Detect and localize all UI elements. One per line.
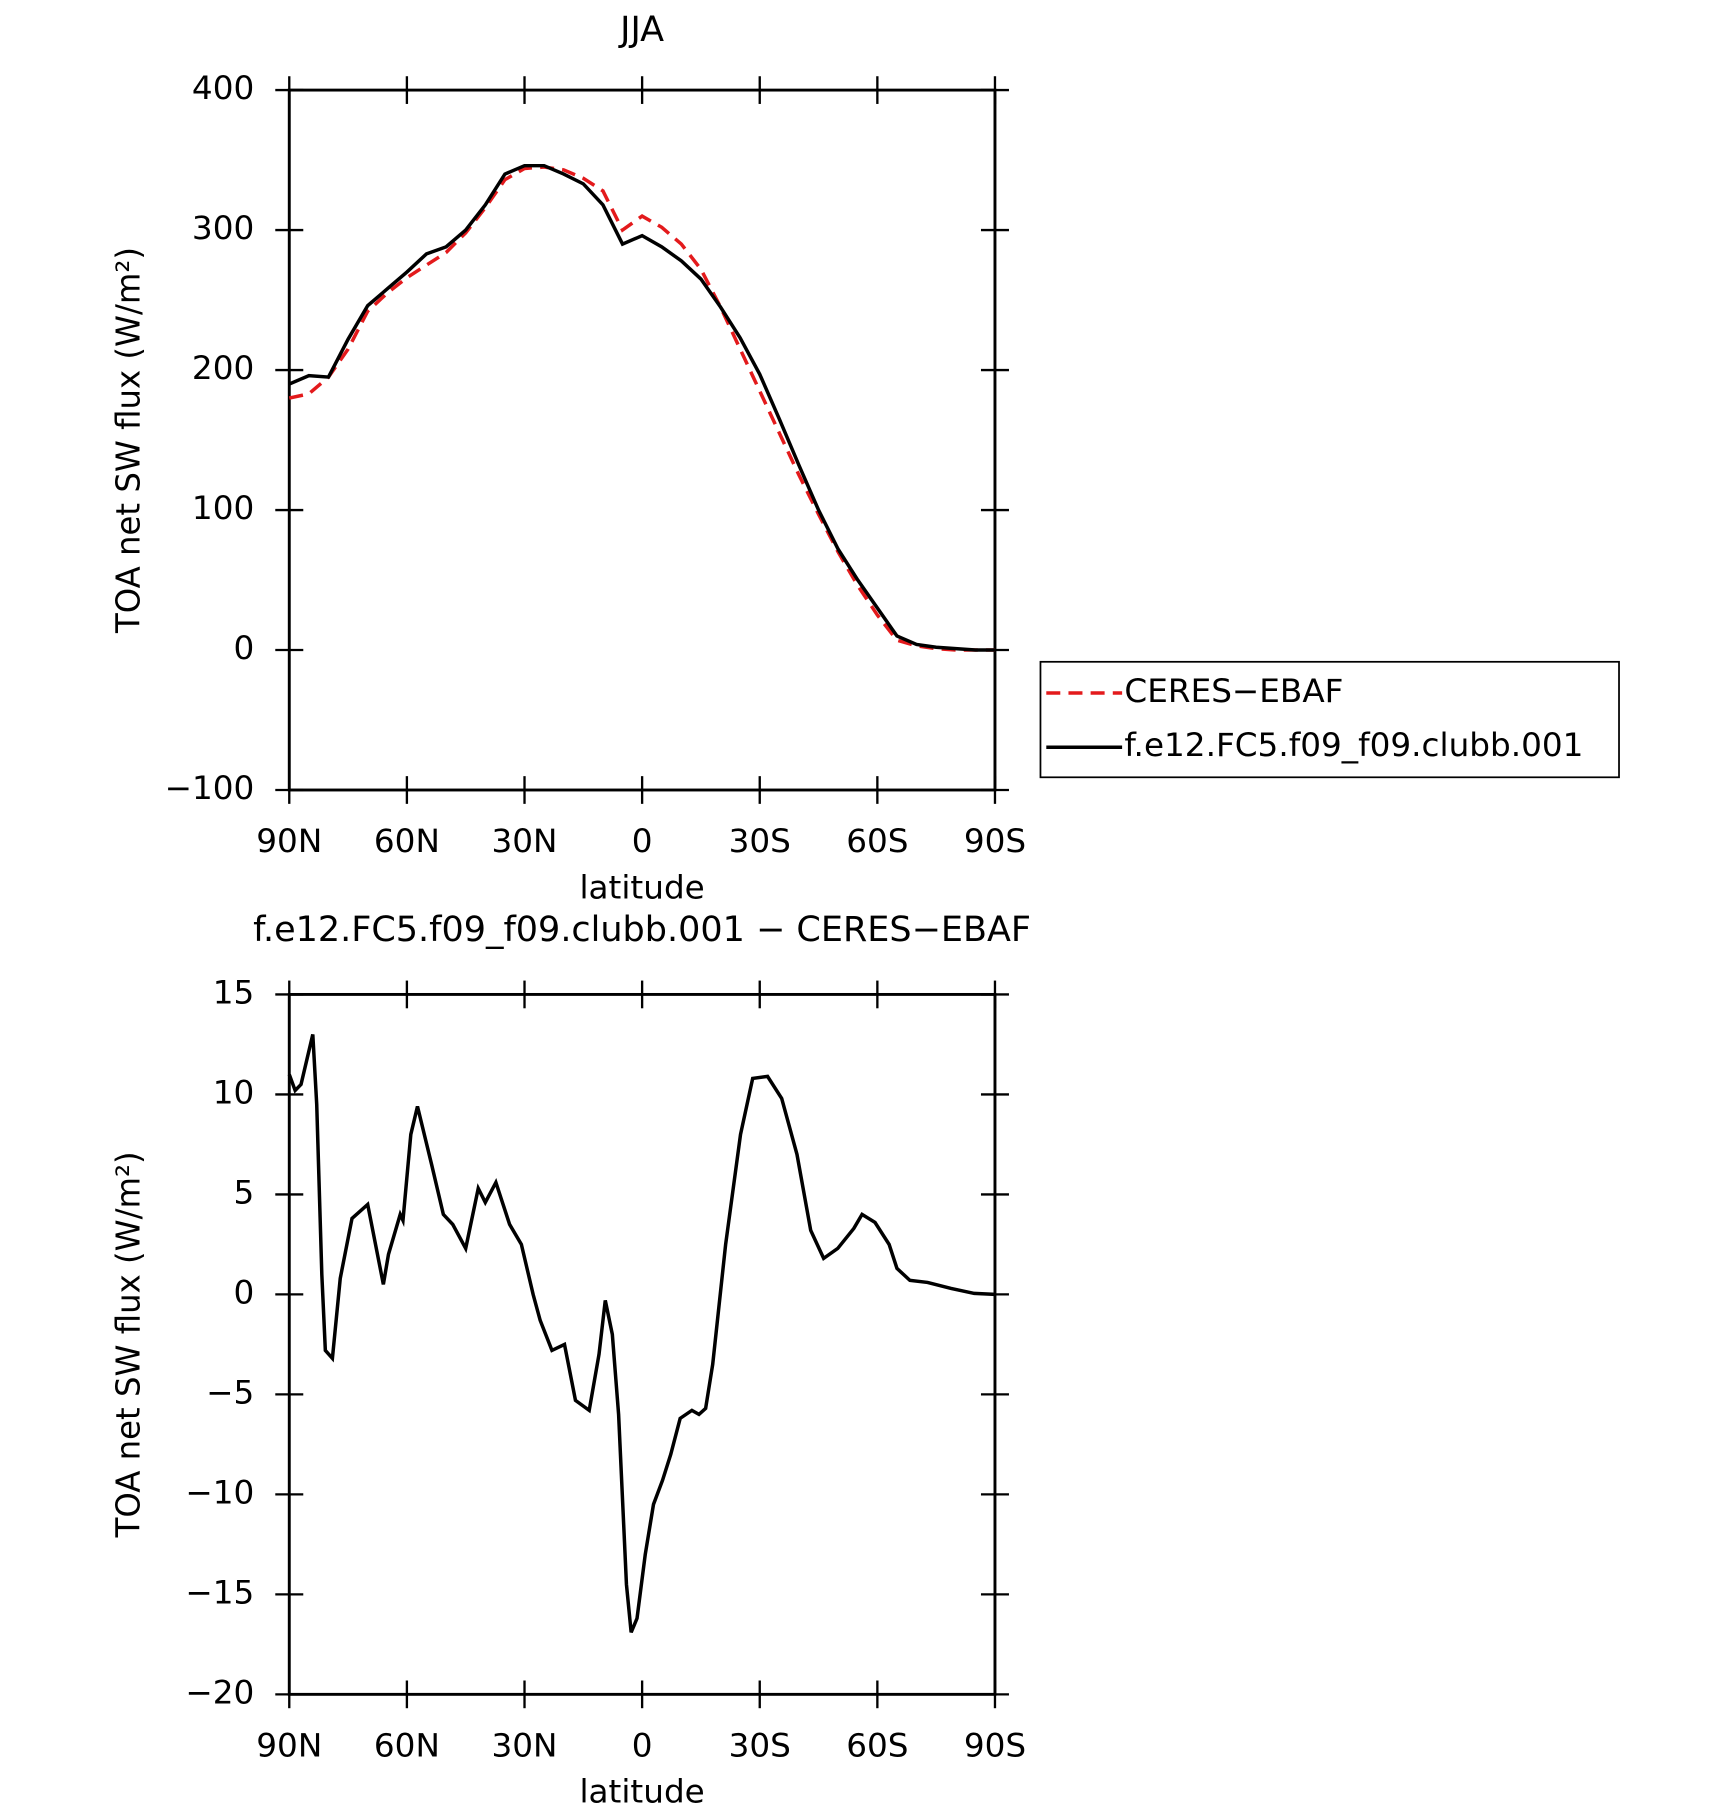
x-tick-label: 90S: [964, 822, 1026, 860]
x-tick-label: 90N: [256, 1727, 322, 1765]
x-tick-label: 90N: [256, 822, 322, 860]
y-tick-label: 300: [192, 209, 254, 247]
y-tick-label: 400: [192, 69, 254, 107]
plot-frame: [287, 88, 997, 792]
legend-label: CERES−EBAF: [1124, 672, 1343, 710]
y-tick-label: 10: [213, 1074, 255, 1112]
y-tick-label: −5: [206, 1373, 254, 1411]
y-tick-label: −10: [185, 1473, 254, 1511]
x-tick-label: 30N: [492, 1727, 558, 1765]
x-tick-label: 30S: [729, 822, 791, 860]
legend-label: f.e12.FC5.f09_f09.clubb.001: [1124, 726, 1583, 764]
data-line: [288, 163, 995, 652]
x-tick-label: 30S: [729, 1727, 791, 1765]
x-tick-label: 60N: [374, 822, 440, 860]
data-line: [288, 165, 995, 652]
y-tick-label: 15: [213, 974, 255, 1012]
y-tick-label: 200: [192, 349, 254, 387]
y-tick-label: 0: [233, 1274, 254, 1312]
y-tick-label: −20: [185, 1673, 254, 1711]
x-axis-label: latitude: [579, 1773, 704, 1811]
x-tick-label: 60S: [846, 1727, 908, 1765]
x-tick-label: 60S: [846, 822, 908, 860]
y-axis-label: TOA net SW flux (W/m²): [110, 1151, 148, 1538]
y-tick-label: −15: [185, 1573, 254, 1611]
x-tick-label: 90S: [964, 1727, 1026, 1765]
legend-box: [1039, 660, 1620, 779]
y-tick-label: 100: [192, 489, 254, 527]
data-line: [287, 1034, 996, 1634]
x-tick-label: 0: [632, 1727, 653, 1765]
x-axis-label: latitude: [579, 868, 704, 906]
y-tick-label: −100: [165, 769, 255, 807]
y-tick-label: 5: [233, 1174, 254, 1212]
chart-title: f.e12.FC5.f09_f09.clubb.001 − CERES−EBAF: [253, 910, 1031, 950]
x-tick-label: 0: [632, 822, 653, 860]
y-tick-label: 0: [233, 629, 254, 667]
x-tick-label: 30N: [492, 822, 558, 860]
x-tick-label: 60N: [374, 1727, 440, 1765]
y-axis-label: TOA net SW flux (W/m²): [110, 247, 148, 634]
chart-title: JJA: [618, 10, 664, 50]
